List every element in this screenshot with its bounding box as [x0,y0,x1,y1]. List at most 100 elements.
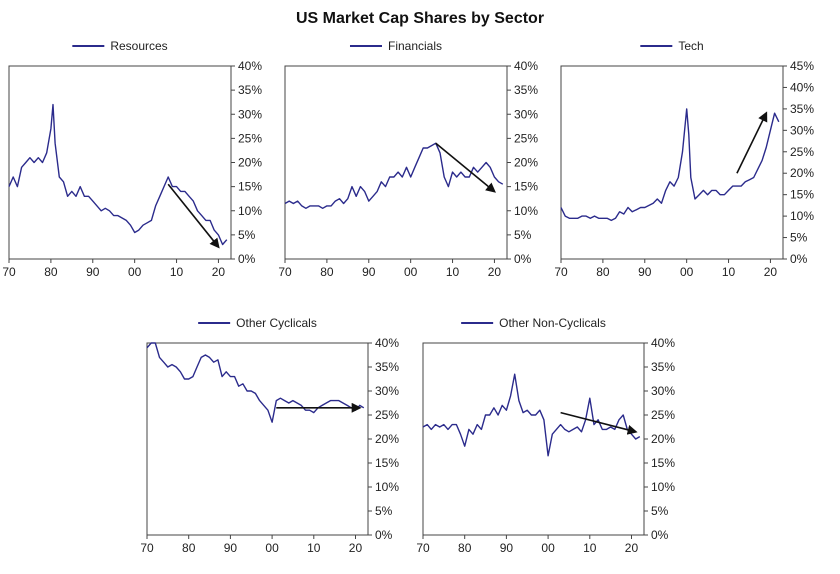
x-tick-label: 00 [541,541,555,555]
y-tick-label: 30% [651,384,675,398]
x-tick-label: 90 [638,265,652,279]
y-tick-label: 30% [375,384,399,398]
y-tick-label: 10% [514,204,538,218]
x-tick-label: 70 [416,541,430,555]
y-tick-label: 20% [514,156,538,170]
x-tick-label: 20 [488,265,502,279]
y-tick-label: 35% [238,83,262,97]
x-tick-label: 00 [404,265,418,279]
x-tick-label: 10 [446,265,460,279]
x-tick-label: 20 [625,541,639,555]
x-tick-label: 80 [596,265,610,279]
y-tick-label: 15% [651,456,675,470]
x-tick-label: 20 [349,541,363,555]
chart-panel-0: 0% 5% 10% 15% 20% 25% 30% 35% 40% 70 80 90 00 10 20 Res… [2,39,262,279]
y-tick-label: 40% [238,59,262,73]
x-tick-label: 90 [500,541,514,555]
plot-frame [284,65,508,260]
trend-arrow [435,142,496,193]
x-tick-label: 90 [224,541,238,555]
chart-panel-2: 0% 5% 10% 15% 20% 25% 30% 35% 40% 45% 70 80 90 00 10 20… [554,39,814,279]
y-tick-label: 10% [238,204,262,218]
chart-panel-4: 0% 5% 10% 15% 20% 25% 30% 35% 40% 70 80 90 00 10 20 Oth… [416,316,675,555]
x-tick-label: 80 [320,265,334,279]
x-tick-label: 10 [307,541,321,555]
x-tick-label: 90 [86,265,100,279]
y-tick-label: 10% [651,480,675,494]
y-tick-label: 20% [790,166,814,180]
legend-label: Other Non-Cyclicals [499,316,606,330]
legend: Financials [349,39,442,53]
y-tick-label: 20% [375,432,399,446]
legend: Other Cyclicals [198,316,317,330]
x-tick-label: 90 [362,265,376,279]
y-tick-label: 35% [375,360,399,374]
x-tick-label: 10 [170,265,184,279]
x-tick-label: 20 [212,265,226,279]
trend-arrow [560,411,638,435]
legend: Other Non-Cyclicals [461,316,606,330]
y-tick-label: 35% [651,360,675,374]
legend: Resources [72,39,168,53]
x-tick-label: 10 [583,541,597,555]
y-tick-label: 0% [238,252,256,266]
y-tick-label: 40% [514,59,538,73]
y-tick-label: 40% [790,80,814,94]
trend-arrow [736,111,768,174]
y-tick-label: 30% [514,107,538,121]
chart-panel-3: 0% 5% 10% 15% 20% 25% 30% 35% 40% 70 80 90 00 10 20 Oth… [140,316,399,555]
y-tick-label: 5% [790,231,808,245]
y-tick-label: 25% [238,131,262,145]
x-tick-label: 80 [44,265,58,279]
y-tick-label: 0% [651,528,669,542]
y-tick-label: 30% [238,107,262,121]
y-tick-label: 10% [375,480,399,494]
x-tick-label: 10 [722,265,736,279]
x-tick-label: 70 [2,265,16,279]
y-tick-label: 5% [375,504,393,518]
y-tick-label: 35% [514,83,538,97]
series-line [422,373,641,457]
y-tick-label: 25% [514,131,538,145]
legend: Tech [640,39,704,53]
x-tick-label: 80 [182,541,196,555]
x-tick-label: 20 [764,265,778,279]
y-tick-label: 25% [790,145,814,159]
chart-panel-1: 0% 5% 10% 15% 20% 25% 30% 35% 40% 70 80 90 00 10 20 Fin… [278,39,538,279]
y-tick-label: 0% [514,252,532,266]
y-tick-label: 25% [375,408,399,422]
series-line [284,142,504,210]
legend-label: Financials [388,39,442,53]
y-tick-label: 10% [790,209,814,223]
y-tick-label: 35% [790,102,814,116]
x-tick-label: 70 [554,265,568,279]
y-tick-label: 15% [514,180,538,194]
y-tick-label: 5% [651,504,669,518]
y-tick-label: 15% [375,456,399,470]
legend-label: Tech [678,39,703,53]
trend-arrow [167,183,220,249]
y-tick-label: 15% [790,188,814,202]
x-tick-label: 00 [680,265,694,279]
x-tick-label: 00 [128,265,142,279]
legend-label: Other Cyclicals [236,316,317,330]
x-tick-label: 70 [278,265,292,279]
y-tick-label: 30% [790,123,814,137]
y-tick-label: 40% [651,336,675,350]
x-tick-label: 00 [265,541,279,555]
series-line [560,108,780,222]
legend-label: Resources [110,39,167,53]
y-tick-label: 25% [651,408,675,422]
y-tick-label: 5% [238,228,256,242]
y-tick-label: 40% [375,336,399,350]
y-tick-label: 20% [651,432,675,446]
series-line [8,103,228,246]
series-line [146,342,365,423]
y-tick-label: 20% [238,156,262,170]
y-tick-label: 5% [514,228,532,242]
x-tick-label: 70 [140,541,154,555]
figure-title: US Market Cap Shares by Sector [295,10,545,27]
plot-frame [422,342,645,536]
plot-frame [560,65,784,260]
